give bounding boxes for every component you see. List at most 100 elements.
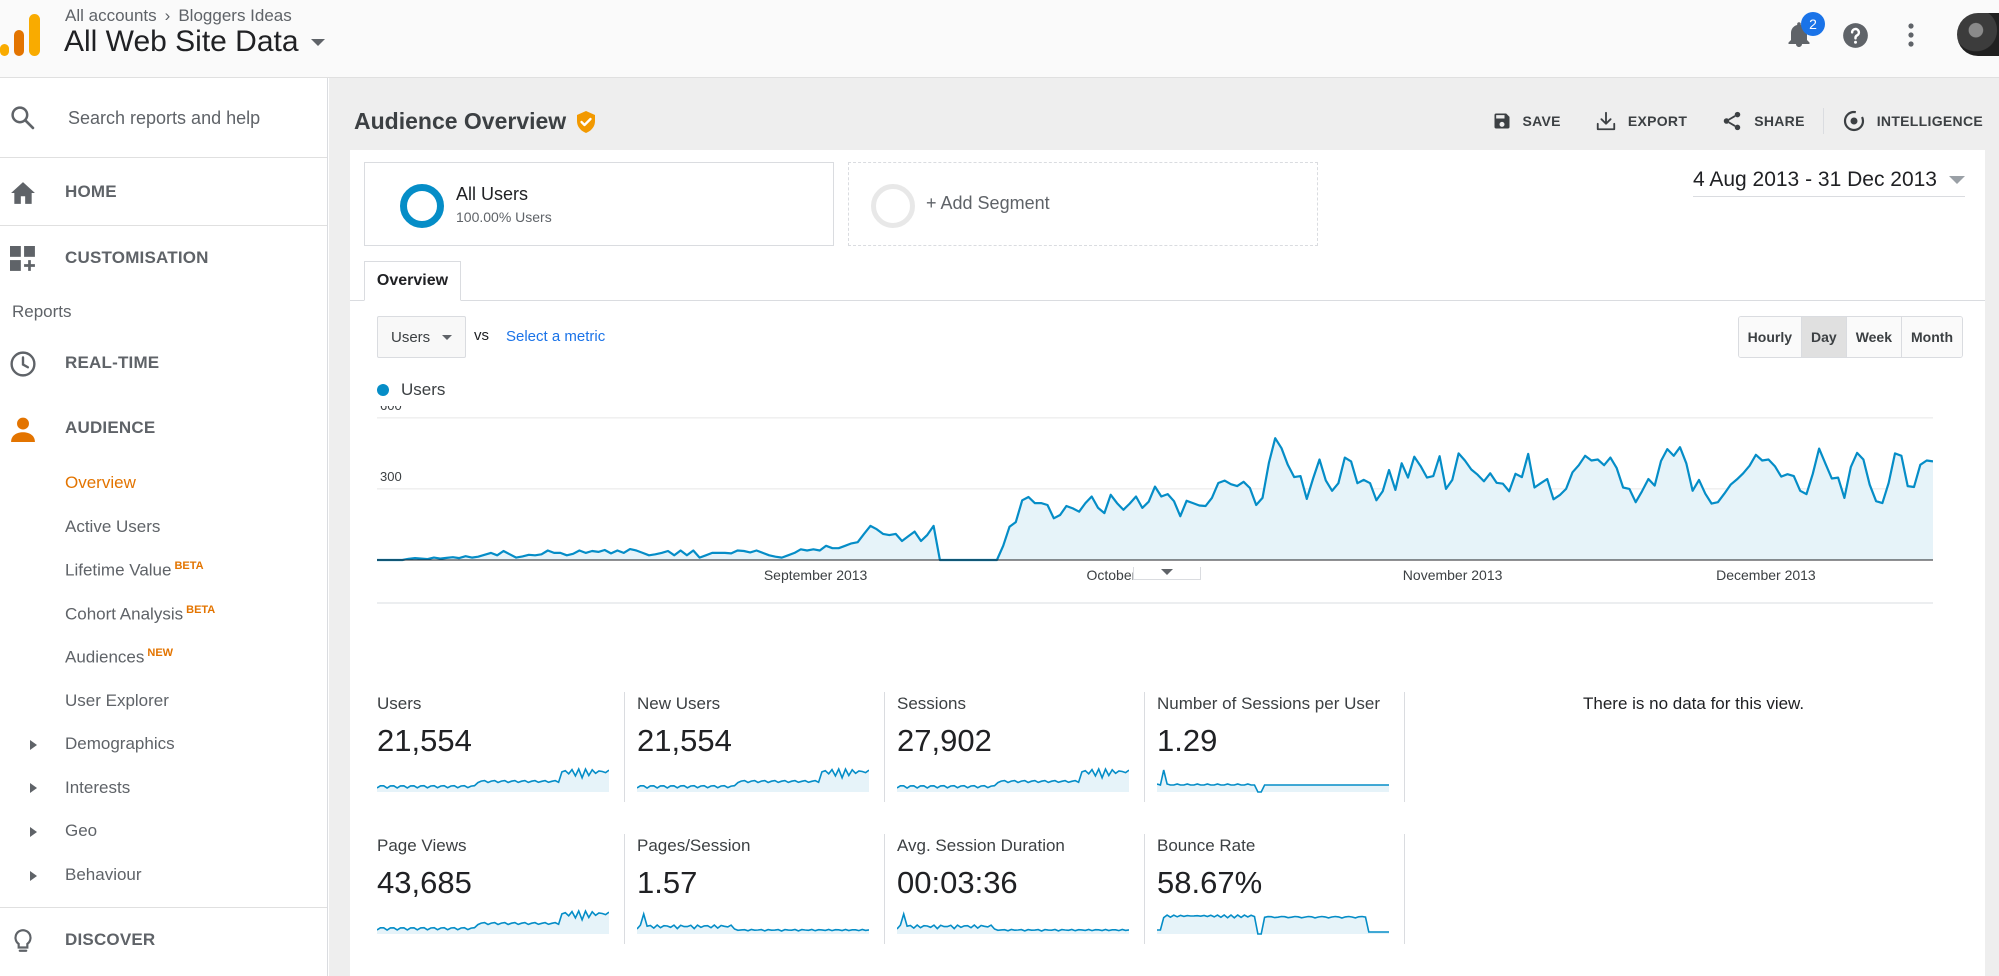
segment-all-users[interactable]: All Users 100.00% Users [364,162,834,246]
sidebar-subitem-overview[interactable]: Overview [65,473,136,493]
add-segment-label: + Add Segment [926,193,1050,213]
tile-divider [624,834,625,944]
breadcrumb[interactable]: All accounts › Bloggers Ideas [65,6,292,26]
subitem-label: User Explorer [65,691,169,710]
add-segment-button[interactable]: + Add Segment [848,162,1318,246]
sparkline-line [377,908,609,931]
sidebar-item-label: REAL-TIME [65,353,160,372]
vs-label: vs [474,327,489,344]
page-title-text: Audience Overview [354,108,567,134]
kpi-tile[interactable]: Page Views 43,685 [377,836,637,952]
analytics-logo[interactable] [0,14,40,56]
notifications-button[interactable]: 2 [1771,0,1827,70]
chart-collapse-toggle[interactable] [1133,567,1201,580]
new-badge: NEW [147,647,174,659]
sparkline-line [377,766,609,789]
granularity-week[interactable]: Week [1845,317,1902,357]
granularity-month[interactable]: Month [1901,317,1962,357]
expand-triangle-icon[interactable] [30,783,37,793]
export-button[interactable]: EXPORT [1595,110,1687,132]
sidebar-subitem-active-users[interactable]: Active Users [65,517,160,537]
help-icon [1842,22,1868,48]
divider [0,225,327,226]
kpi-tile[interactable]: Avg. Session Duration 00:03:36 [897,836,1157,952]
sidebar-subitem-geo[interactable]: Geo [65,821,97,841]
sidebar-subitem-audiences[interactable]: Audiences NEW [65,647,173,668]
intelligence-button[interactable]: INTELLIGENCE [1842,109,1983,133]
kpi-value: 58.67% [1157,865,1263,900]
kpi-value: 43,685 [377,865,472,900]
sidebar-item-realtime[interactable]: REAL-TIME [0,331,327,395]
save-icon [1494,113,1510,129]
no-data-message: There is no data for this view. [1583,694,1805,713]
expand-triangle-icon[interactable] [30,740,37,750]
sidebar-item-audience[interactable]: AUDIENCE [0,396,327,460]
select-metric-link[interactable]: Select a metric [506,328,606,345]
x-tick-label: December 2013 [1716,567,1816,583]
chart-legend[interactable]: Users [377,380,445,400]
avatar[interactable] [1957,13,1999,56]
subitem-label: Overview [65,473,136,492]
sidebar-subitem-interests[interactable]: Interests [65,778,130,798]
tile-divider [1144,834,1145,944]
kpi-sparkline [377,766,609,792]
more-options-button[interactable] [1883,0,1939,70]
sidebar-subitem-demographics[interactable]: Demographics [65,734,175,754]
tile-divider [1404,834,1405,944]
beta-badge: BETA [174,560,204,572]
granularity-toggle: Hourly Day Week Month [1737,316,1963,358]
tab-overview[interactable]: Overview [364,261,461,301]
subitem-label: Lifetime Value [65,560,172,580]
save-label: SAVE [1522,113,1561,129]
sparkline-area [637,914,869,934]
tile-divider [884,692,885,802]
reports-heading: Reports [12,302,72,321]
kpi-tile[interactable]: Number of Sessions per User 1.29 [1157,694,1417,810]
kpi-tile[interactable]: Pages/Session 1.57 [637,836,897,952]
sidebar-subitem-lifetime-value[interactable]: Lifetime Value BETA [65,560,204,581]
download-icon [1596,111,1615,131]
expand-triangle-icon[interactable] [30,827,37,837]
sidebar-item-discover[interactable]: DISCOVER [0,908,327,972]
sidebar-item-customisation[interactable]: CUSTOMISATION [0,226,327,290]
sparkline-line [897,766,1129,789]
kpi-label: Bounce Rate [1157,836,1256,855]
sidebar-item-label: CUSTOMISATION [65,248,209,267]
dashboard-add-icon [10,246,35,271]
sidebar-item-label: HOME [65,182,117,201]
kpi-tile[interactable]: Sessions 27,902 [897,694,1157,810]
kpi-tile[interactable]: Users 21,554 [377,694,637,810]
series-line-users [377,437,1933,562]
sidebar-subitem-behaviour[interactable]: Behaviour [65,865,142,885]
subitem-label: Audiences [65,647,145,667]
breadcrumb-accounts[interactable]: All accounts [65,6,157,25]
metric-select[interactable]: Users [377,316,466,358]
sidebar-item-home[interactable]: HOME [0,160,327,224]
sidebar-subitem-user-explorer[interactable]: User Explorer [65,691,169,711]
help-button[interactable] [1827,0,1883,70]
kpi-value: 27,902 [897,723,992,758]
expand-triangle-icon[interactable] [30,871,37,881]
kpi-tile[interactable]: New Users 21,554 [637,694,897,810]
toolbar-divider [1822,108,1824,134]
breadcrumb-account-name[interactable]: Bloggers Ideas [178,6,292,25]
sidebar-subitem-cohort-analysis[interactable]: Cohort Analysis BETA [65,604,215,625]
divider [0,907,327,908]
kpi-tile[interactable]: Bounce Rate 58.67% [1157,836,1417,952]
granularity-hourly[interactable]: Hourly [1738,317,1801,357]
save-button[interactable]: SAVE [1492,111,1561,131]
verified-badge-icon [577,110,596,133]
search-input[interactable] [68,102,308,134]
share-button[interactable]: SHARE [1721,110,1805,132]
share-label: SHARE [1754,113,1805,129]
segment-name: All Users [456,184,529,204]
subitem-label: Interests [65,778,131,797]
granularity-day[interactable]: Day [1801,317,1846,357]
caret-down-icon [1161,569,1173,575]
date-range-picker[interactable]: 4 Aug 2013 - 31 Dec 2013 [1692,168,1965,197]
sparkline-area [1157,770,1389,792]
property-selector[interactable]: All Web Site Data [64,25,325,59]
chevron-right-icon: › [164,6,171,25]
